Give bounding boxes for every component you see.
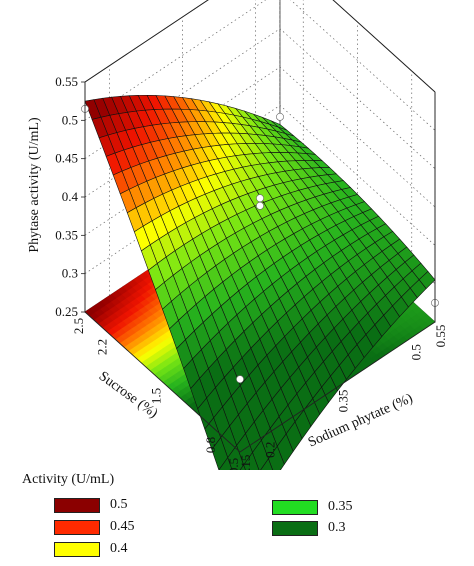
z-tick-label: 0.55: [55, 74, 78, 89]
legend-swatch: [54, 497, 100, 513]
y-tick-label: 2.5: [71, 318, 86, 334]
box-edge: [332, 0, 436, 93]
legend-label: 0.35: [328, 499, 353, 514]
axis-ticks: 0.25 0.3 0.35 0.4 0.45 0.5 0.55 0.5 0.8 1.5 2.2 2.5…: [55, 74, 448, 470]
x-tick-label: 0.35: [336, 390, 351, 413]
box-edge: [239, 321, 436, 453]
x-tick-label: 0.5: [409, 344, 424, 360]
y-tick-label: 2.2: [94, 339, 109, 355]
data-point: [236, 375, 244, 384]
legend-label: 0.5: [110, 497, 128, 512]
legend-title: Activity (U/mL): [22, 472, 115, 487]
z-tick-label: 0.5: [62, 112, 78, 127]
x-tick-label: 0.55: [433, 325, 448, 348]
grid-line: [84, 66, 436, 208]
legend-swatch: [54, 519, 100, 535]
legend-label: 0.4: [110, 541, 128, 556]
legend-label: 0.45: [110, 519, 135, 534]
z-tick-label: 0.35: [55, 227, 78, 242]
legend-label: 0.3: [328, 520, 346, 535]
surface-cell: [239, 464, 246, 470]
z-tick-label: 0.4: [62, 189, 79, 204]
y-tick-label: 0.5: [226, 458, 241, 470]
box-edge: [84, 311, 241, 453]
legend-swatch: [54, 541, 100, 557]
x-tick-label: 0.15: [238, 455, 253, 470]
surface-plot: 0.25 0.3 0.35 0.4 0.45 0.5 0.55 0.5 0.8 1.5 2.2 2.5…: [27, 0, 448, 470]
legend-swatch: [272, 520, 318, 536]
legend: Activity (U/mL) 0.5 0.45 0.4 0.35 0.3: [22, 472, 462, 562]
legend-item: 0.35: [272, 498, 353, 516]
data-point: [276, 112, 284, 121]
grid-line: [84, 0, 436, 131]
legend-item: 0.5: [54, 496, 128, 514]
x-tick-label: 0.2: [262, 442, 277, 458]
legend-swatch: [272, 499, 318, 515]
box-edge: [84, 0, 209, 83]
z-tick-label: 0.45: [55, 151, 78, 166]
surface-cell: [218, 456, 233, 470]
data-point: [256, 194, 264, 203]
response-surface: [84, 94, 436, 470]
legend-item: 0.45: [54, 518, 135, 536]
y-tick-label: 1.5: [149, 388, 164, 404]
surface-cell: [243, 451, 260, 470]
legend-item: 0.3: [272, 519, 346, 537]
legend-item: 0.4: [54, 540, 128, 558]
z-tick-label: 0.25: [55, 304, 78, 319]
y-tick-label: 0.8: [203, 437, 218, 453]
z-tick-label: 0.3: [62, 266, 78, 281]
surface-cell: [260, 458, 273, 470]
data-point: [256, 201, 264, 210]
z-axis-label: Phytase activity (U/mL): [27, 117, 42, 253]
